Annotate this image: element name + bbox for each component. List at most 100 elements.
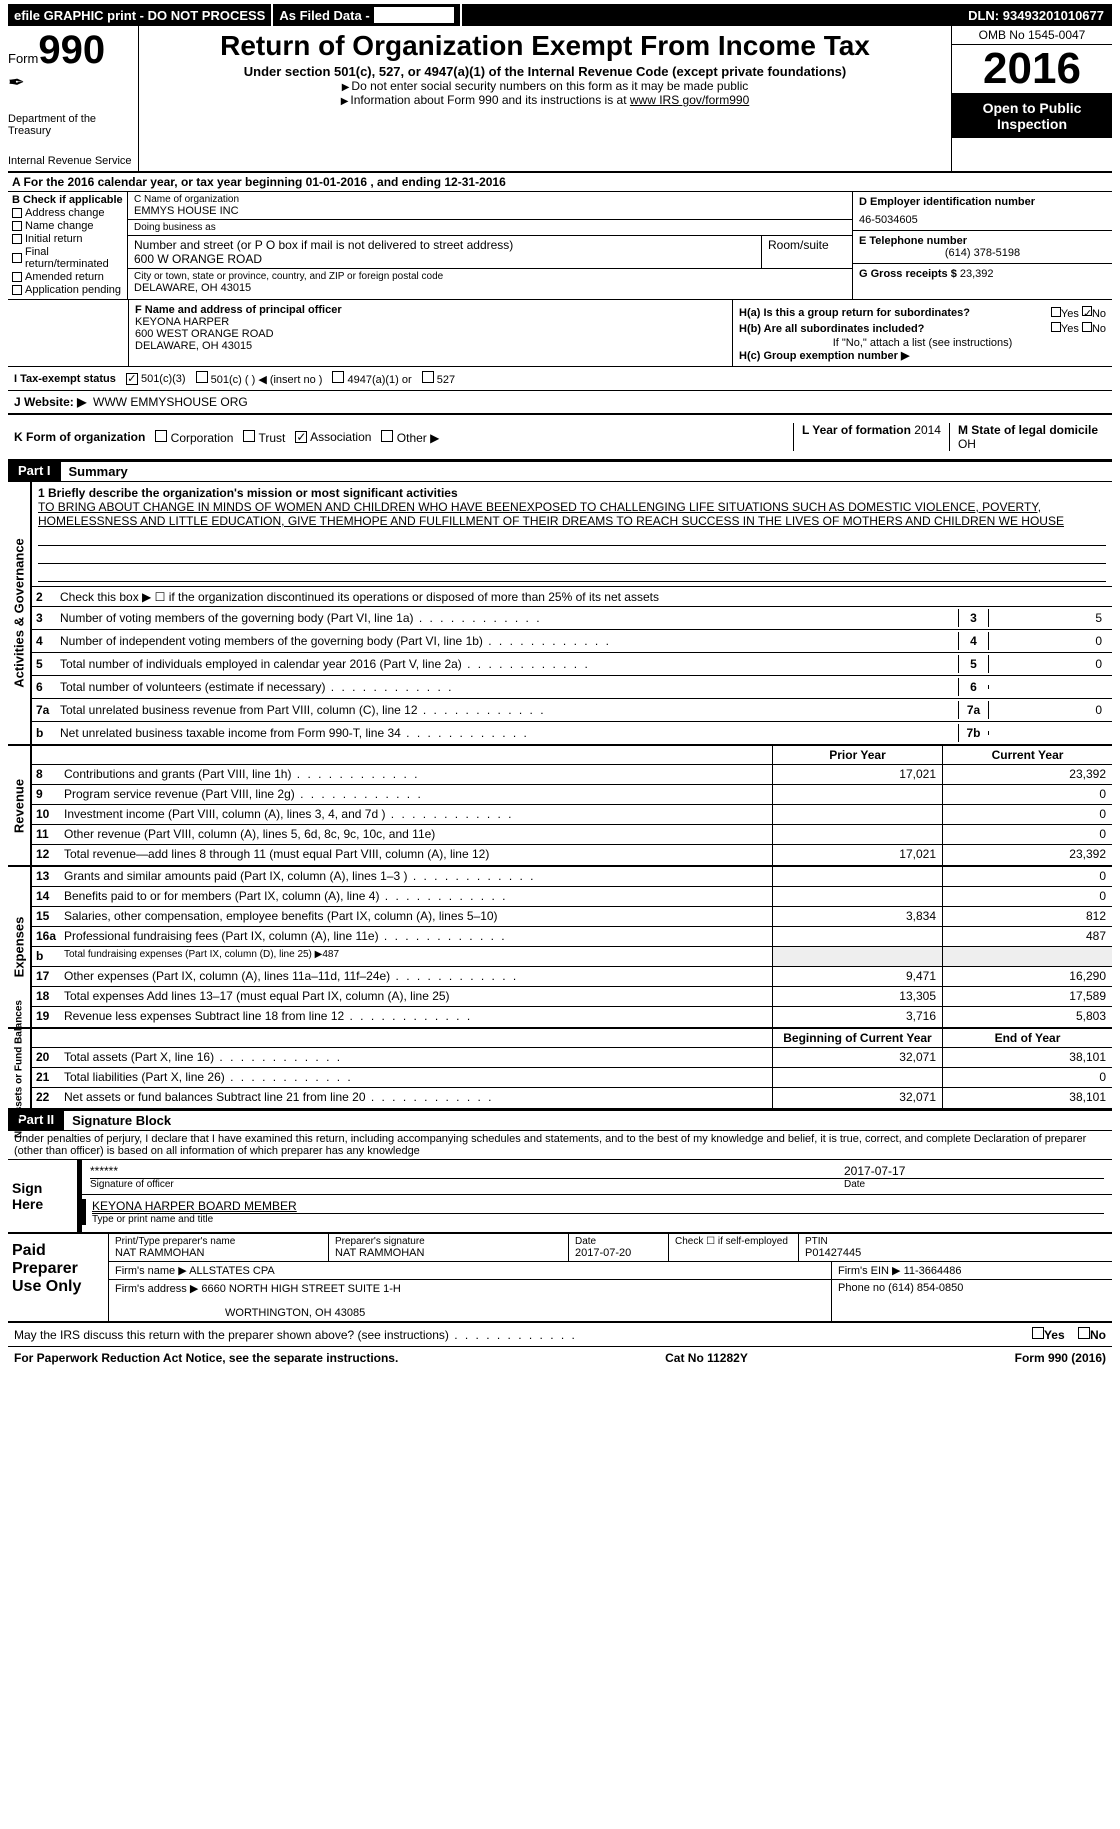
tax-year: 2016 <box>952 45 1112 94</box>
row-i-tax-status: I Tax-exempt status ✓ 501(c)(3) 501(c) (… <box>8 367 1112 391</box>
ptin: P01427445 <box>805 1247 1106 1259</box>
l13-curr: 0 <box>942 867 1112 886</box>
checkbox-name[interactable] <box>12 221 22 231</box>
l8-prior: 17,021 <box>772 765 942 784</box>
checkbox-4947[interactable] <box>332 371 344 383</box>
checkbox-ha-no[interactable]: ✓ <box>1082 306 1092 316</box>
sign-here-label: Sign Here <box>8 1160 78 1232</box>
checkbox-assoc[interactable]: ✓ <box>295 431 307 443</box>
row-j-website: J Website: ▶ WWW EMMYSHOUSE ORG <box>8 391 1112 415</box>
preparer-sig: NAT RAMMOHAN <box>335 1247 562 1259</box>
checkbox-app[interactable] <box>12 285 22 295</box>
org-city: DELAWARE, OH 43015 <box>134 282 846 294</box>
website: WWW EMMYSHOUSE ORG <box>93 395 248 409</box>
line5-val: 0 <box>988 655 1108 673</box>
part-2-header: Part II Signature Block <box>8 1110 1112 1131</box>
phone: (614) 378-5198 <box>859 247 1106 259</box>
section-identity: B Check if applicable Address change Nam… <box>8 192 1112 300</box>
l19-curr: 5,803 <box>942 1007 1112 1027</box>
dept-treasury: Department of the Treasury <box>8 113 134 137</box>
firm-city: WORTHINGTON, OH 43085 <box>225 1307 365 1319</box>
mission-block: 1 Briefly describe the organization's mi… <box>32 482 1112 587</box>
l12-curr: 23,392 <box>942 845 1112 865</box>
form-subtitle: Under section 501(c), 527, or 4947(a)(1)… <box>147 64 943 79</box>
checkbox-other[interactable] <box>381 430 393 442</box>
asfiled-label: As Filed Data - <box>273 4 461 26</box>
firm-ein: 11-3664486 <box>904 1265 962 1277</box>
l20-end: 38,101 <box>942 1048 1112 1067</box>
arrow-icon <box>342 79 352 93</box>
form-number: 990 <box>38 30 105 70</box>
treasury-seal-icon: ✒ <box>8 70 134 95</box>
side-label-netassets: Net Assets or Fund Balances <box>8 1029 32 1108</box>
l20-beg: 32,071 <box>772 1048 942 1067</box>
irs-link[interactable]: www IRS gov/form990 <box>630 93 749 107</box>
form-word: Form <box>8 51 38 66</box>
officer-name: KEYONA HARPER <box>135 316 726 328</box>
line6-val <box>988 685 1108 689</box>
l9-curr: 0 <box>942 785 1112 804</box>
checkbox-addr[interactable] <box>12 208 22 218</box>
checkbox-501c[interactable] <box>196 371 208 383</box>
form-title: Return of Organization Exempt From Incom… <box>147 30 943 62</box>
checkbox-ha-yes[interactable] <box>1051 307 1061 317</box>
l17-curr: 16,290 <box>942 967 1112 986</box>
dept-irs: Internal Revenue Service <box>8 155 134 167</box>
side-label-revenue: Revenue <box>8 746 32 865</box>
l22-end: 38,101 <box>942 1088 1112 1108</box>
row-k-form-org: K Form of organization Corporation Trust… <box>8 415 1112 461</box>
form-header: Form 990 ✒ Department of the Treasury In… <box>8 26 1112 173</box>
row-a-period: A For the 2016 calendar year, or tax yea… <box>8 173 1112 192</box>
checkbox-corp[interactable] <box>155 430 167 442</box>
perjury-statement: Under penalties of perjury, I declare th… <box>8 1131 1112 1160</box>
preparer-name: NAT RAMMOHAN <box>115 1247 322 1259</box>
state-domicile: OH <box>958 437 976 451</box>
checkbox-init[interactable] <box>12 234 22 244</box>
line7b-val <box>988 731 1108 735</box>
checkbox-final[interactable] <box>12 253 22 263</box>
l11-curr: 0 <box>942 825 1112 844</box>
checkbox-hb-yes[interactable] <box>1051 322 1061 332</box>
page-footer: For Paperwork Reduction Act Notice, see … <box>8 1347 1112 1369</box>
line4-val: 0 <box>988 632 1108 650</box>
preparer-date: 2017-07-20 <box>575 1247 662 1259</box>
column-d-e-g: D Employer identification number 46-5034… <box>852 192 1112 299</box>
dln: DLN: 93493201010677 <box>962 4 1112 26</box>
l21-end: 0 <box>942 1068 1112 1087</box>
firm-name: ALLSTATES CPA <box>189 1265 275 1277</box>
checkbox-discuss-no[interactable] <box>1078 1327 1090 1339</box>
gross-receipts: 23,392 <box>960 268 994 280</box>
checkbox-discuss-yes[interactable] <box>1032 1327 1044 1339</box>
year-formation: 2014 <box>914 423 941 437</box>
checkbox-501c3[interactable]: ✓ <box>126 373 138 385</box>
l15-curr: 812 <box>942 907 1112 926</box>
org-street: 600 W ORANGE ROAD <box>134 252 755 266</box>
top-bar: efile GRAPHIC print - DO NOT PROCESS As … <box>8 4 1112 26</box>
officer-typed-name: KEYONA HARPER BOARD MEMBER <box>92 1199 1104 1213</box>
l8-curr: 23,392 <box>942 765 1112 784</box>
officer-street: 600 WEST ORANGE ROAD <box>135 328 726 340</box>
checkbox-hb-no[interactable] <box>1082 322 1092 332</box>
l22-beg: 32,071 <box>772 1088 942 1108</box>
asfiled-input[interactable] <box>374 7 454 23</box>
firm-addr: 6660 NORTH HIGH STREET SUITE 1-H <box>201 1283 400 1295</box>
l18-curr: 17,589 <box>942 987 1112 1006</box>
open-inspection-badge: Open to Public Inspection <box>952 94 1112 138</box>
l10-curr: 0 <box>942 805 1112 824</box>
l18-prior: 13,305 <box>772 987 942 1006</box>
officer-sig: ****** <box>90 1164 844 1178</box>
section-fh: F Name and address of principal officer … <box>8 300 1112 367</box>
l14-curr: 0 <box>942 887 1112 906</box>
checkbox-trust[interactable] <box>243 430 255 442</box>
omb-number: OMB No 1545-0047 <box>952 26 1112 45</box>
l19-prior: 3,716 <box>772 1007 942 1027</box>
officer-city: DELAWARE, OH 43015 <box>135 340 726 352</box>
l12-prior: 17,021 <box>772 845 942 865</box>
line7a-val: 0 <box>988 701 1108 719</box>
column-b: B Check if applicable Address change Nam… <box>8 192 128 299</box>
mission-text: TO BRING ABOUT CHANGE IN MINDS OF WOMEN … <box>38 500 1106 528</box>
checkbox-527[interactable] <box>422 371 434 383</box>
checkbox-amend[interactable] <box>12 272 22 282</box>
org-name: EMMYS HOUSE INC <box>134 205 846 217</box>
l16a-curr: 487 <box>942 927 1112 946</box>
